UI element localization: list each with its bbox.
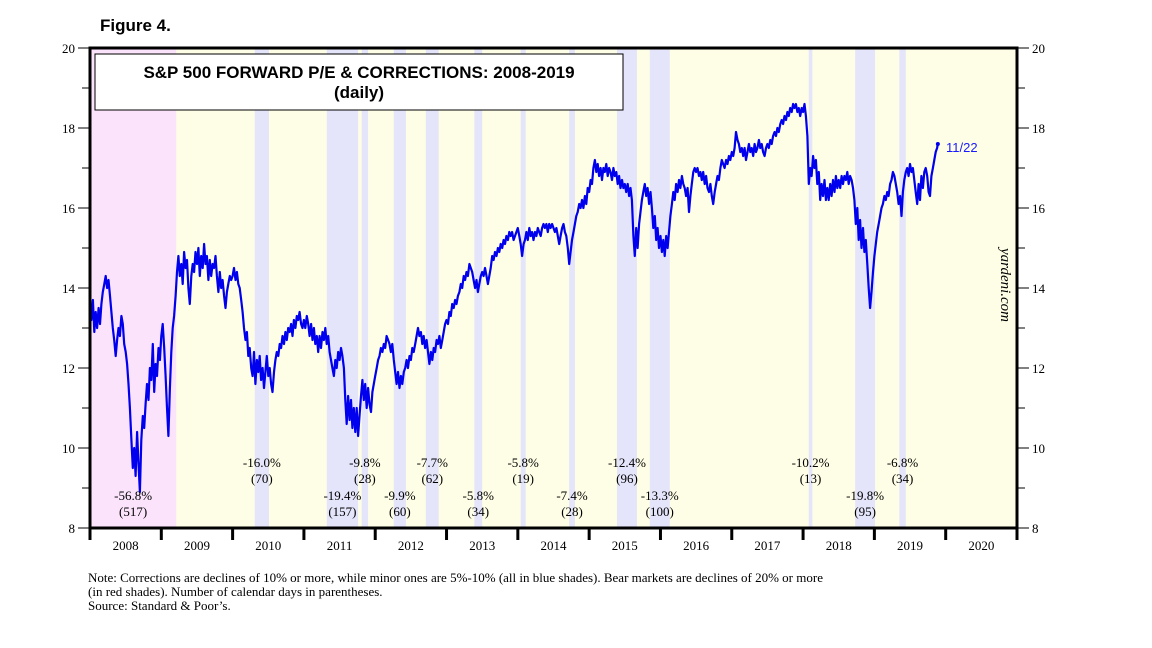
correction-shade-11	[808, 48, 813, 528]
footnote-line-3: Source: Standard & Poor’s.	[88, 598, 231, 613]
chart-subtitle: (daily)	[334, 83, 384, 102]
correction-shade-3	[361, 48, 369, 528]
y-tick-label-left-16: 16	[62, 201, 76, 216]
days-label-9: (96)	[616, 471, 638, 486]
x-tick-label-2012: 2012	[398, 538, 424, 553]
y-tick-label-right-12: 12	[1032, 361, 1045, 376]
correction-annotations: -56.8%(517)-16.0%(70)-19.4%(157)-9.8%(28…	[114, 455, 918, 519]
x-tick-label-2020: 2020	[968, 538, 994, 553]
x-tick-label-2018: 2018	[826, 538, 852, 553]
line-layer	[88, 102, 940, 494]
y-tick-label-right-14: 14	[1032, 281, 1046, 296]
x-tick-label-2013: 2013	[469, 538, 495, 553]
y-tick-label-right-8: 8	[1032, 521, 1039, 536]
footnote-line-1: Note: Corrections are declines of 10% or…	[88, 570, 823, 585]
series-line-pe	[88, 102, 939, 494]
y-tick-label-left-12: 12	[62, 361, 75, 376]
y-tick-label-left-8: 8	[69, 521, 76, 536]
days-label-6: (34)	[467, 504, 489, 519]
decline-label-8: -7.4%	[556, 488, 588, 503]
days-label-7: (19)	[512, 471, 534, 486]
footnote-line-2: (in red shades). Number of calendar days…	[88, 584, 383, 599]
days-label-4: (60)	[389, 504, 411, 519]
decline-label-11: -10.2%	[792, 455, 830, 470]
decline-label-3: -9.8%	[349, 455, 381, 470]
x-tick-label-2019: 2019	[897, 538, 923, 553]
footnote: Note: Corrections are declines of 10% or…	[88, 571, 1008, 613]
y-tick-label-left-18: 18	[62, 121, 75, 136]
days-label-11: (13)	[800, 471, 822, 486]
shaded-regions	[90, 48, 1017, 528]
y-tick-label-right-16: 16	[1032, 201, 1046, 216]
end-date-label: 11/22	[946, 140, 978, 155]
decline-label-7: -5.8%	[507, 455, 539, 470]
correction-shade-13	[899, 48, 906, 528]
decline-label-13: -6.8%	[887, 455, 919, 470]
y-tick-label-left-14: 14	[62, 281, 76, 296]
correction-shade-10	[649, 48, 670, 528]
x-tick-label-2008: 2008	[113, 538, 139, 553]
title-box-frame	[94, 53, 624, 111]
days-label-12: (95)	[854, 504, 876, 519]
x-tick-label-2014: 2014	[541, 538, 568, 553]
x-tick-label-2010: 2010	[255, 538, 281, 553]
decline-label-1: -16.0%	[243, 455, 281, 470]
x-tick-label-2011: 2011	[327, 538, 353, 553]
days-label-2: (157)	[328, 504, 356, 519]
chart-title: S&P 500 FORWARD P/E & CORRECTIONS: 2008-…	[143, 63, 574, 82]
days-label-10: (100)	[646, 504, 674, 519]
days-label-8: (28)	[561, 504, 583, 519]
correction-shade-2	[326, 48, 359, 528]
decline-label-10: -13.3%	[641, 488, 679, 503]
correction-shade-7	[520, 48, 526, 528]
x-tick-label-2017: 2017	[754, 538, 781, 553]
correction-shade-8	[569, 48, 575, 528]
decline-label-12: -19.8%	[846, 488, 884, 503]
days-label-0: (517)	[119, 504, 147, 519]
watermark: yardeni.com	[997, 246, 1013, 322]
title-box: S&P 500 FORWARD P/E & CORRECTIONS: 2008-…	[94, 53, 624, 111]
y-tick-label-left-20: 20	[62, 41, 75, 56]
days-label-1: (70)	[251, 471, 273, 486]
days-label-13: (34)	[892, 471, 914, 486]
correction-shade-1	[254, 48, 269, 528]
decline-label-4: -9.9%	[384, 488, 416, 503]
plot-background	[90, 48, 1017, 528]
y-tick-label-left-10: 10	[62, 441, 75, 456]
x-tick-label-2016: 2016	[683, 538, 710, 553]
days-label-3: (28)	[354, 471, 376, 486]
y-tick-label-right-18: 18	[1032, 121, 1045, 136]
decline-label-9: -12.4%	[608, 455, 646, 470]
y-tick-label-right-20: 20	[1032, 41, 1045, 56]
correction-shade-4	[393, 48, 406, 528]
decline-label-5: -7.7%	[417, 455, 449, 470]
decline-label-6: -5.8%	[463, 488, 495, 503]
correction-shade-5	[425, 48, 439, 528]
days-label-5: (62)	[421, 471, 443, 486]
decline-label-2: -19.4%	[323, 488, 361, 503]
correction-shade-9	[616, 48, 637, 528]
x-tick-label-2009: 2009	[184, 538, 210, 553]
decline-label-0: -56.8%	[114, 488, 152, 503]
x-tick-label-2015: 2015	[612, 538, 638, 553]
series-end-point	[935, 142, 940, 146]
figure-label: Figure 4.	[100, 16, 171, 35]
correction-shade-12	[855, 48, 876, 528]
y-tick-label-right-10: 10	[1032, 441, 1045, 456]
